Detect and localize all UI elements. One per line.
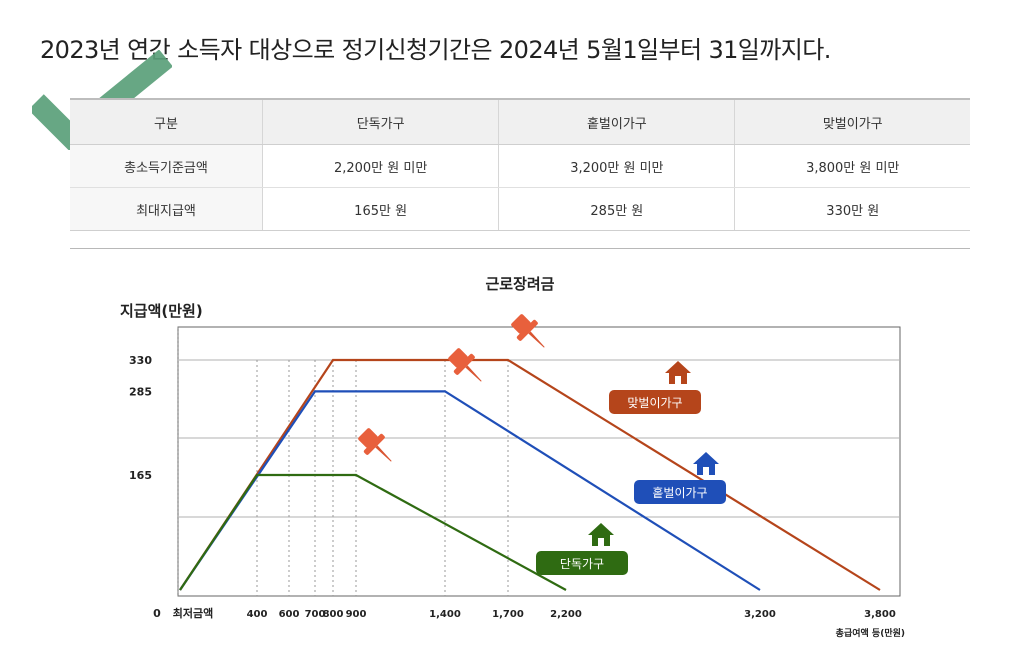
- x-tick-label: 400: [247, 609, 268, 620]
- house-icon: [665, 361, 691, 384]
- y-tick-label: 165: [129, 469, 152, 482]
- series-label-box: [609, 390, 701, 414]
- y-axis-label: 지급액(만원): [120, 302, 203, 320]
- plot-frame: [177, 326, 901, 597]
- table-header-cell: 구분: [70, 98, 263, 145]
- divider: [70, 248, 970, 249]
- pushpin-icon: [358, 428, 392, 462]
- table-row: 최대지급액 165만 원 285만 원 330만 원: [70, 187, 970, 231]
- x-tick-label: 700: [305, 609, 326, 620]
- house-icon: [693, 452, 719, 475]
- benefit-table: 구분 단독가구 홑벌이가구 맞벌이가구 총소득기준금액 2,200만 원 미만 …: [70, 98, 970, 231]
- chart-title: 근로장려금: [485, 275, 554, 293]
- table-cell: 165만 원: [261, 187, 499, 231]
- series-label: 맞벌이가구: [627, 396, 682, 410]
- x-tick-label: 800: [323, 609, 344, 620]
- x-tick-label: 1,400: [429, 609, 461, 620]
- x-tick-label: 1,700: [492, 609, 524, 620]
- house-icon: [588, 523, 614, 546]
- y-tick-label: 285: [129, 385, 152, 398]
- pushpin-icon: [448, 348, 482, 382]
- x-tick-label: 900: [346, 609, 367, 620]
- series-label-box: [536, 551, 628, 575]
- x-origin-label: 0: [153, 607, 161, 620]
- series-label: 홑벌이가구: [652, 486, 707, 500]
- table-cell: 2,200만 원 미만: [261, 144, 499, 188]
- x-tick-label: 600: [279, 609, 300, 620]
- table-row: 총소득기준금액 2,200만 원 미만 3,200만 원 미만 3,800만 원…: [70, 144, 970, 188]
- table-cell: 330만 원: [734, 187, 970, 231]
- series-line-단독가구: [179, 473, 567, 591]
- table-header-cell: 단독가구: [261, 98, 499, 145]
- table-header-cell: 맞벌이가구: [734, 98, 970, 145]
- table-header-cell: 홑벌이가구: [498, 98, 735, 145]
- pushpin-icon: [511, 314, 545, 348]
- table-header-row: 구분 단독가구 홑벌이가구 맞벌이가구: [70, 98, 970, 145]
- y-tick-label: 330: [129, 354, 152, 367]
- table-cell: 총소득기준금액: [70, 144, 263, 188]
- x-min-label: 최저금액: [173, 606, 213, 620]
- table-cell: 최대지급액: [70, 187, 263, 231]
- x-tick-label: 2,200: [550, 609, 582, 620]
- table-cell: 285만 원: [498, 187, 735, 231]
- series-label-box: [634, 480, 726, 504]
- x-tick-label: 3,200: [744, 609, 776, 620]
- x-tick-label: 3,800: [864, 609, 896, 620]
- headline: 2023년 연간 소득자 대상으로 정기신청기간은 2024년 5월1일부터 3…: [40, 36, 831, 64]
- x-axis-label: 총급여액 등(만원): [836, 627, 905, 639]
- series-label: 단독가구: [560, 557, 604, 571]
- table-cell: 3,200만 원 미만: [498, 144, 735, 188]
- table-cell: 3,800만 원 미만: [734, 144, 970, 188]
